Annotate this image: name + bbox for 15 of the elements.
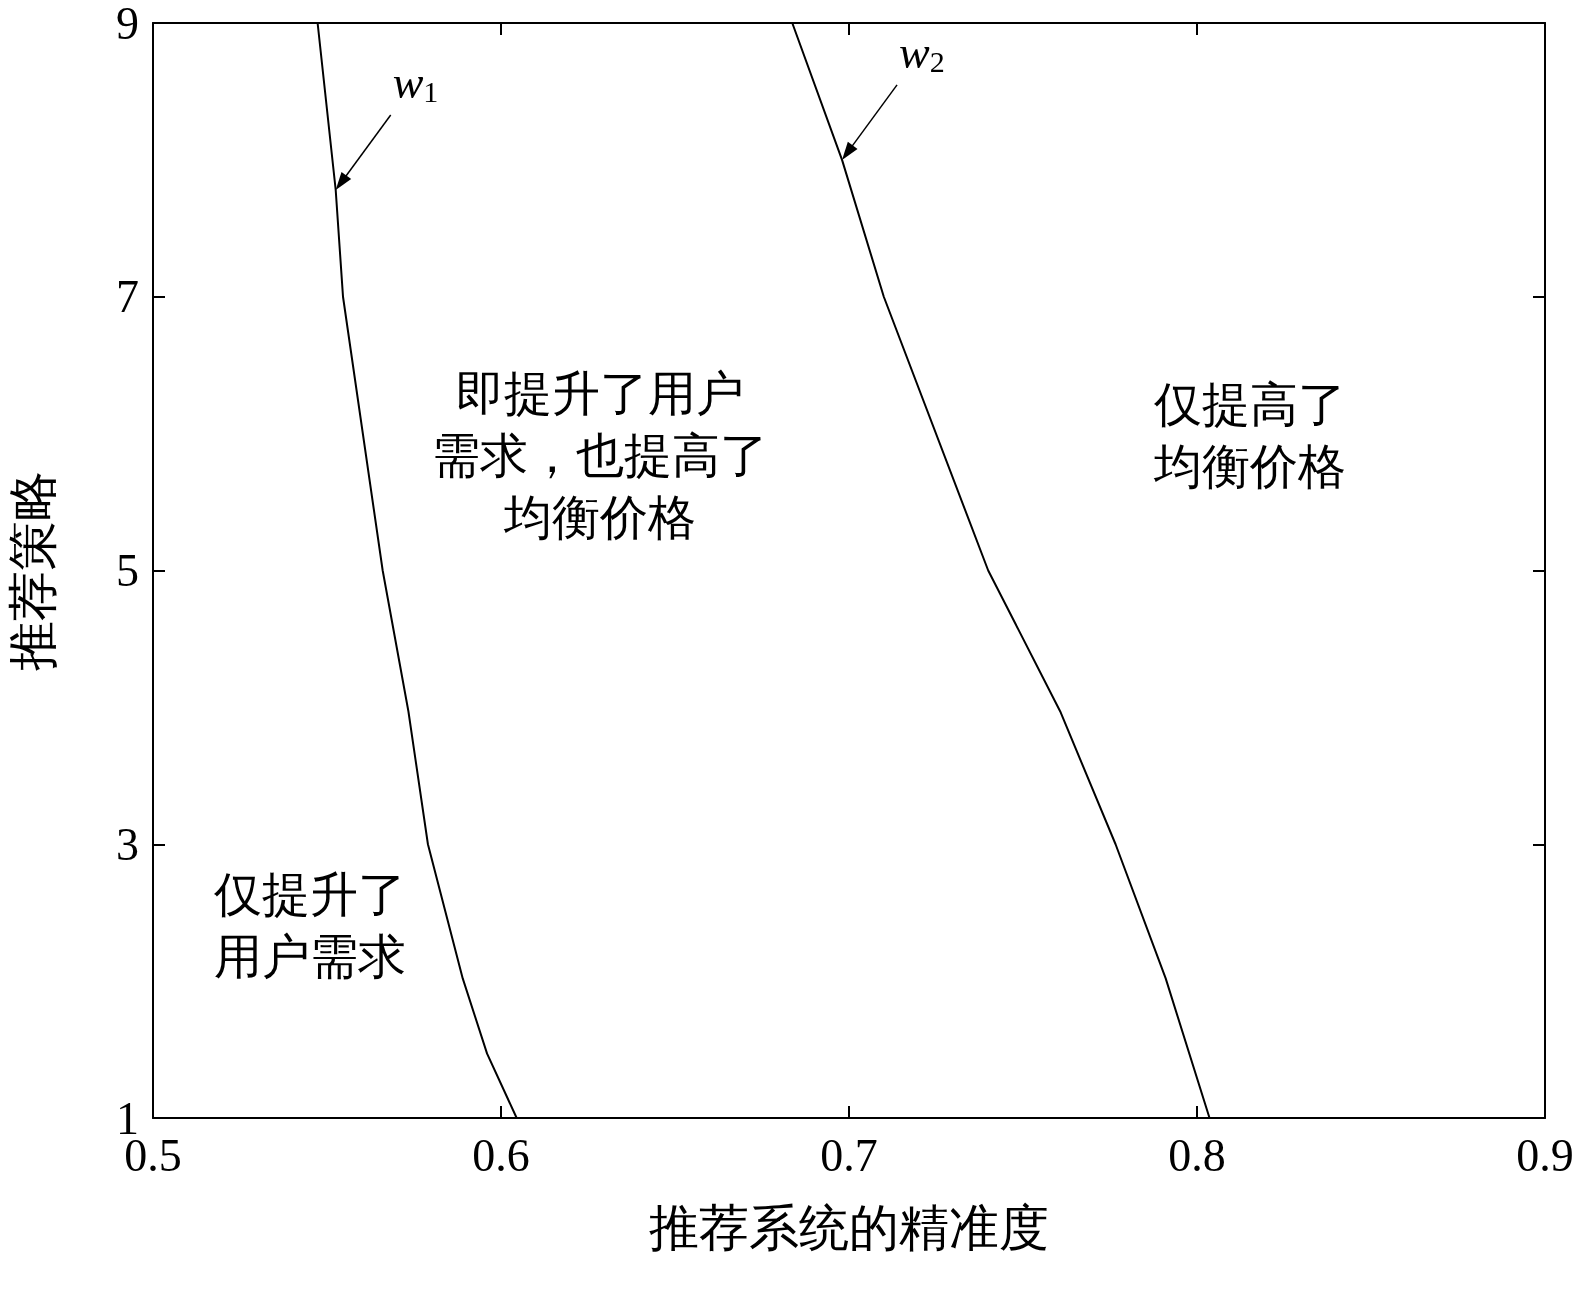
x-tick-label: 0.8 (1168, 1129, 1226, 1181)
y-tick-label: 5 (116, 545, 139, 596)
x-axis-title: 推荐系统的精准度 (649, 1200, 1049, 1256)
annotation: 仅提升了用户需求 (214, 867, 406, 983)
y-axis-title: 推荐策略 (5, 470, 61, 671)
annotation: w1 (392, 57, 439, 109)
y-tick-label: 9 (116, 0, 139, 49)
annotation: 即提升了用户需求，也提高了均衡价格 (432, 366, 768, 544)
annotation: w2 (899, 27, 945, 79)
annotation: 仅提高了均衡价格 (1153, 377, 1346, 493)
x-tick-label: 0.7 (820, 1129, 878, 1181)
x-tick-label: 0.6 (472, 1129, 530, 1181)
x-tick-label: 0.9 (1516, 1129, 1574, 1181)
y-tick-label: 3 (116, 818, 139, 870)
y-tick-label: 7 (116, 271, 139, 323)
